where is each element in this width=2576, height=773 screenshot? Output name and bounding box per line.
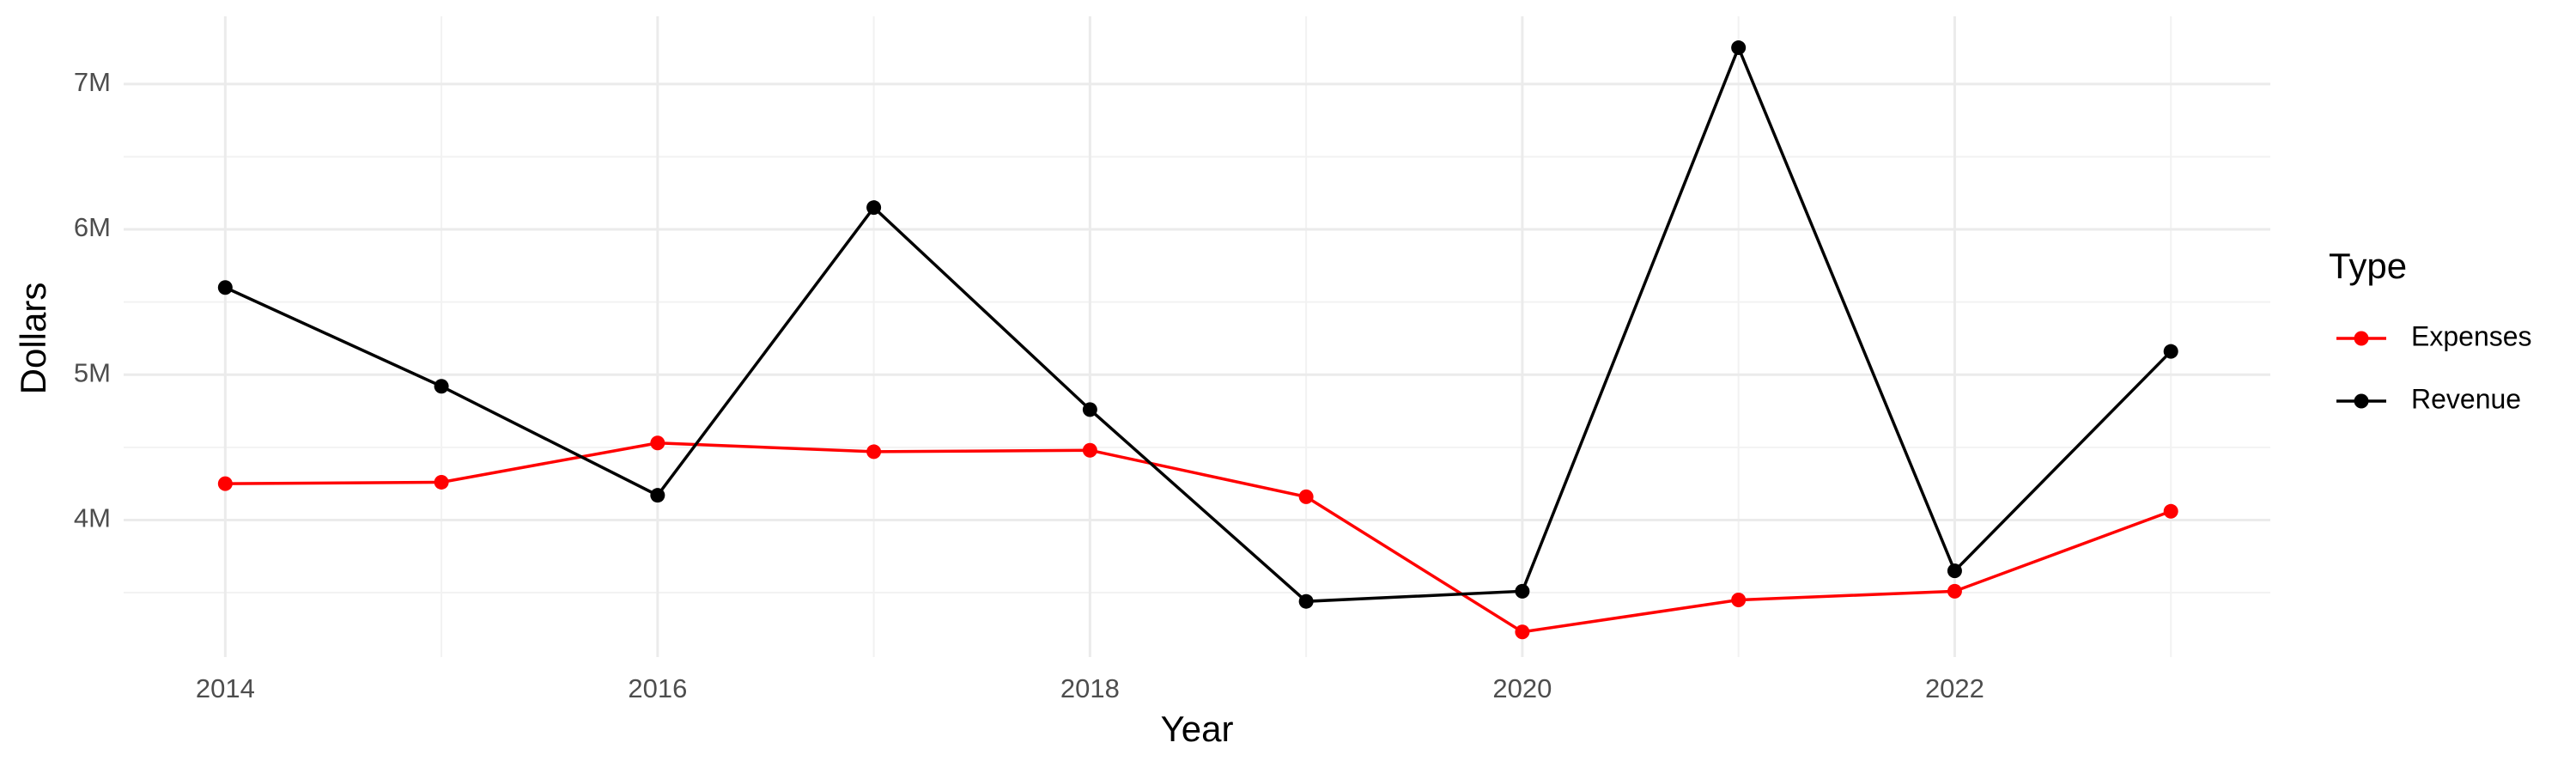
- x-tick-label: 2014: [196, 673, 255, 703]
- data-point: [1515, 583, 1530, 599]
- data-point: [217, 476, 233, 491]
- data-point: [2163, 344, 2178, 359]
- x-tick-label: 2022: [1925, 673, 1984, 703]
- data-point: [1082, 442, 1097, 458]
- data-point: [1298, 593, 1314, 609]
- data-point: [434, 474, 449, 490]
- y-axis-title: Dollars: [13, 283, 53, 395]
- series-line: [224, 43, 2172, 603]
- data-point: [1947, 563, 1962, 579]
- y-tick-label: 5M: [74, 357, 111, 387]
- x-tick-label: 2016: [628, 673, 687, 703]
- x-tick-label: 2018: [1060, 673, 1120, 703]
- data-point: [1515, 624, 1530, 640]
- data-point: [217, 280, 233, 295]
- data-point: [866, 444, 882, 460]
- y-tick-label: 6M: [74, 212, 111, 242]
- legend-key-point: [2354, 393, 2369, 409]
- data-point: [650, 488, 665, 503]
- x-tick-label: 2020: [1492, 673, 1552, 703]
- y-tick-label: 4M: [74, 503, 111, 533]
- legend-label: Revenue: [2411, 383, 2521, 414]
- x-axis-title: Year: [1161, 709, 1234, 749]
- legend-key-point: [2354, 331, 2369, 346]
- data-point: [1947, 583, 1962, 599]
- y-tick-label: 7M: [74, 67, 111, 97]
- legend-label: Expenses: [2411, 320, 2532, 351]
- data-point: [866, 200, 882, 216]
- data-point: [1298, 489, 1314, 504]
- data-point: [650, 435, 665, 451]
- data-point: [1082, 402, 1097, 417]
- series-line: [225, 441, 2172, 634]
- data-point: [434, 379, 449, 394]
- legend-title: Type: [2329, 246, 2407, 286]
- data-point: [1731, 40, 1747, 56]
- data-point: [1731, 593, 1747, 608]
- data-point: [2163, 503, 2178, 519]
